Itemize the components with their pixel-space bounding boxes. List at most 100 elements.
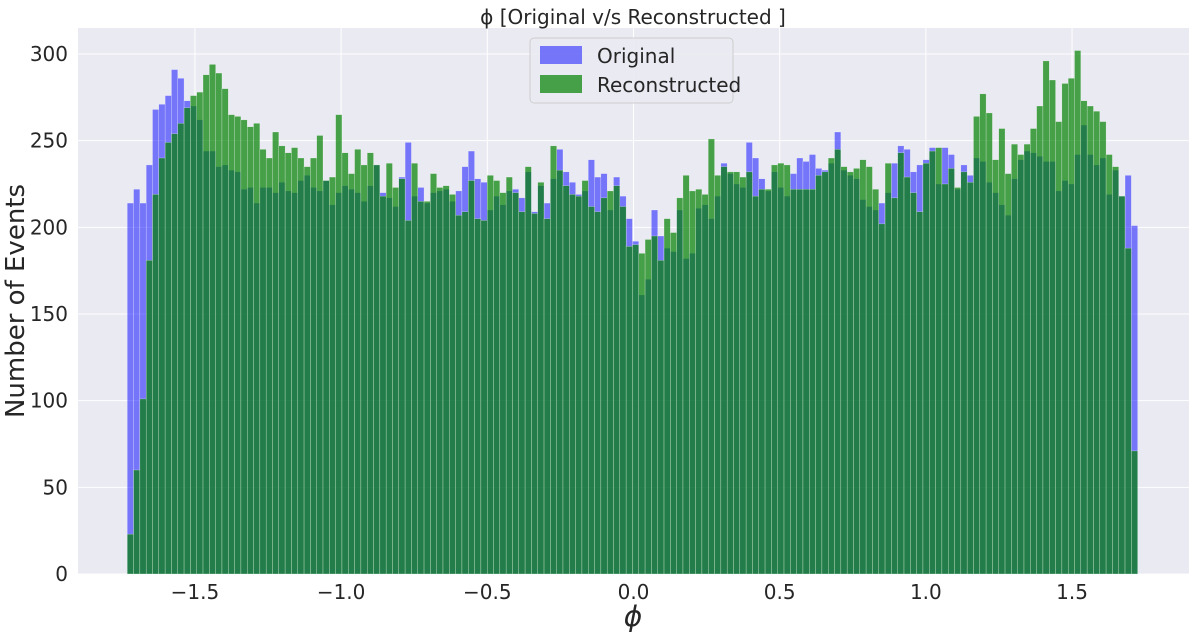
reconstructed-bar: [310, 157, 317, 575]
reconstructed-bar: [385, 162, 393, 575]
reconstructed-bar: [821, 171, 829, 575]
reconstructed-bar: [417, 201, 425, 575]
x-tick-label: −1.0: [317, 580, 366, 604]
reconstructed-bar: [449, 194, 456, 575]
reconstructed-bar: [916, 211, 924, 575]
reconstructed-bar: [708, 138, 715, 575]
reconstructed-bar: [676, 197, 684, 575]
reconstructed-bar: [228, 114, 235, 575]
reconstructed-bar: [853, 168, 860, 575]
reconstructed-bar: [1036, 105, 1044, 575]
reconstructed-bar: [480, 220, 488, 575]
reconstructed-bar: [1011, 143, 1018, 575]
reconstructed-bar: [625, 246, 633, 575]
reconstructed-bar: [322, 180, 330, 575]
reconstructed-bar: [1112, 166, 1119, 575]
reconstructed-bar: [329, 176, 336, 575]
reconstructed-bar: [354, 149, 362, 575]
reconstructed-bar: [518, 211, 526, 575]
y-tick-label: 150: [30, 302, 68, 326]
reconstructed-bar: [202, 74, 210, 575]
reconstructed-bar: [663, 218, 671, 575]
reconstructed-bar: [815, 175, 823, 575]
original-bar: [127, 202, 134, 575]
reconstructed-bar: [1030, 128, 1037, 575]
reconstructed-bar: [1105, 154, 1113, 575]
reconstructed-bar: [840, 166, 848, 575]
reconstructed-bar: [1004, 173, 1012, 575]
reconstructed-bar: [468, 180, 475, 575]
reconstructed-bar: [632, 244, 639, 575]
reconstructed-bar: [802, 188, 810, 575]
x-tick-label: −1.5: [171, 580, 220, 604]
reconstructed-bar: [1074, 50, 1082, 575]
reconstructed-bar: [303, 166, 311, 575]
reconstructed-bar: [569, 194, 576, 575]
reconstructed-bar: [215, 72, 223, 575]
legend-label-reconstructed: Reconstructed: [597, 73, 741, 97]
reconstructed-bar: [158, 157, 166, 575]
legend-swatch-original: [540, 46, 582, 64]
reconstructed-bar: [1093, 110, 1100, 575]
reconstructed-bar: [392, 187, 399, 575]
reconstructed-bar: [1049, 79, 1056, 575]
reconstructed-bar: [613, 185, 621, 575]
reconstructed-bar: [367, 152, 374, 575]
reconstructed-bar: [910, 192, 917, 575]
reconstructed-bar: [247, 126, 254, 575]
reconstructed-bar: [575, 195, 583, 575]
reconstructed-bar: [891, 197, 898, 575]
reconstructed-bar: [512, 192, 519, 575]
reconstructed-bar: [733, 171, 741, 575]
reconstructed-bar: [796, 188, 804, 575]
x-tick-label: −0.5: [463, 580, 512, 604]
reconstructed-bar: [872, 188, 879, 575]
reconstructed-bar: [985, 112, 993, 575]
reconstructed-bar: [423, 201, 431, 575]
reconstructed-bar: [1118, 195, 1126, 575]
y-tick-label: 50: [43, 475, 68, 499]
reconstructed-bar: [720, 166, 728, 575]
reconstructed-bar: [638, 253, 646, 575]
reconstructed-bar: [745, 171, 753, 575]
reconstructed-bar: [922, 162, 930, 575]
reconstructed-bar: [360, 164, 368, 575]
reconstructed-bar: [474, 218, 482, 575]
chart-title: ϕ [Original v/s Reconstructed ]: [480, 5, 786, 29]
y-tick-label: 300: [30, 42, 68, 66]
reconstructed-bar: [297, 157, 305, 575]
reconstructed-bar: [783, 164, 791, 575]
reconstructed-bar: [771, 164, 778, 575]
reconstructed-bar: [562, 185, 570, 575]
reconstructed-bar: [846, 171, 854, 575]
reconstructed-bar: [758, 188, 766, 575]
reconstructed-bar: [651, 235, 658, 575]
x-axis-label: ϕ: [624, 600, 642, 633]
y-axis-ticks: 0 50 100 150 200 250 300: [30, 42, 68, 586]
reconstructed-bar: [499, 192, 507, 575]
reconstructed-bar: [524, 166, 532, 575]
reconstructed-bar: [171, 133, 178, 575]
x-tick-label: 1.5: [1056, 580, 1088, 604]
reconstructed-bar: [935, 147, 943, 575]
reconstructed-bar: [550, 145, 557, 575]
reconstructed-bar: [1131, 450, 1138, 575]
reconstructed-bar: [903, 176, 911, 575]
reconstructed-bar: [966, 182, 974, 575]
x-tick-label: 0.0: [618, 580, 650, 604]
reconstructed-bar: [809, 188, 816, 575]
legend: Original Reconstructed: [529, 37, 741, 104]
reconstructed-bar: [531, 213, 538, 575]
reconstructed-bar: [348, 173, 355, 575]
reconstructed-bar: [543, 218, 551, 575]
reconstructed-bar: [979, 93, 987, 575]
reconstructed-bar: [177, 123, 185, 575]
reconstructed-bar: [411, 162, 418, 575]
reconstructed-bar: [556, 169, 564, 575]
reconstructed-bar: [493, 180, 501, 575]
reconstructed-bar: [1042, 60, 1050, 575]
x-tick-label: 1.0: [910, 580, 942, 604]
reconstructed-bar: [859, 159, 867, 575]
legend-label-original: Original: [597, 44, 675, 68]
reconstructed-bar: [600, 197, 608, 575]
